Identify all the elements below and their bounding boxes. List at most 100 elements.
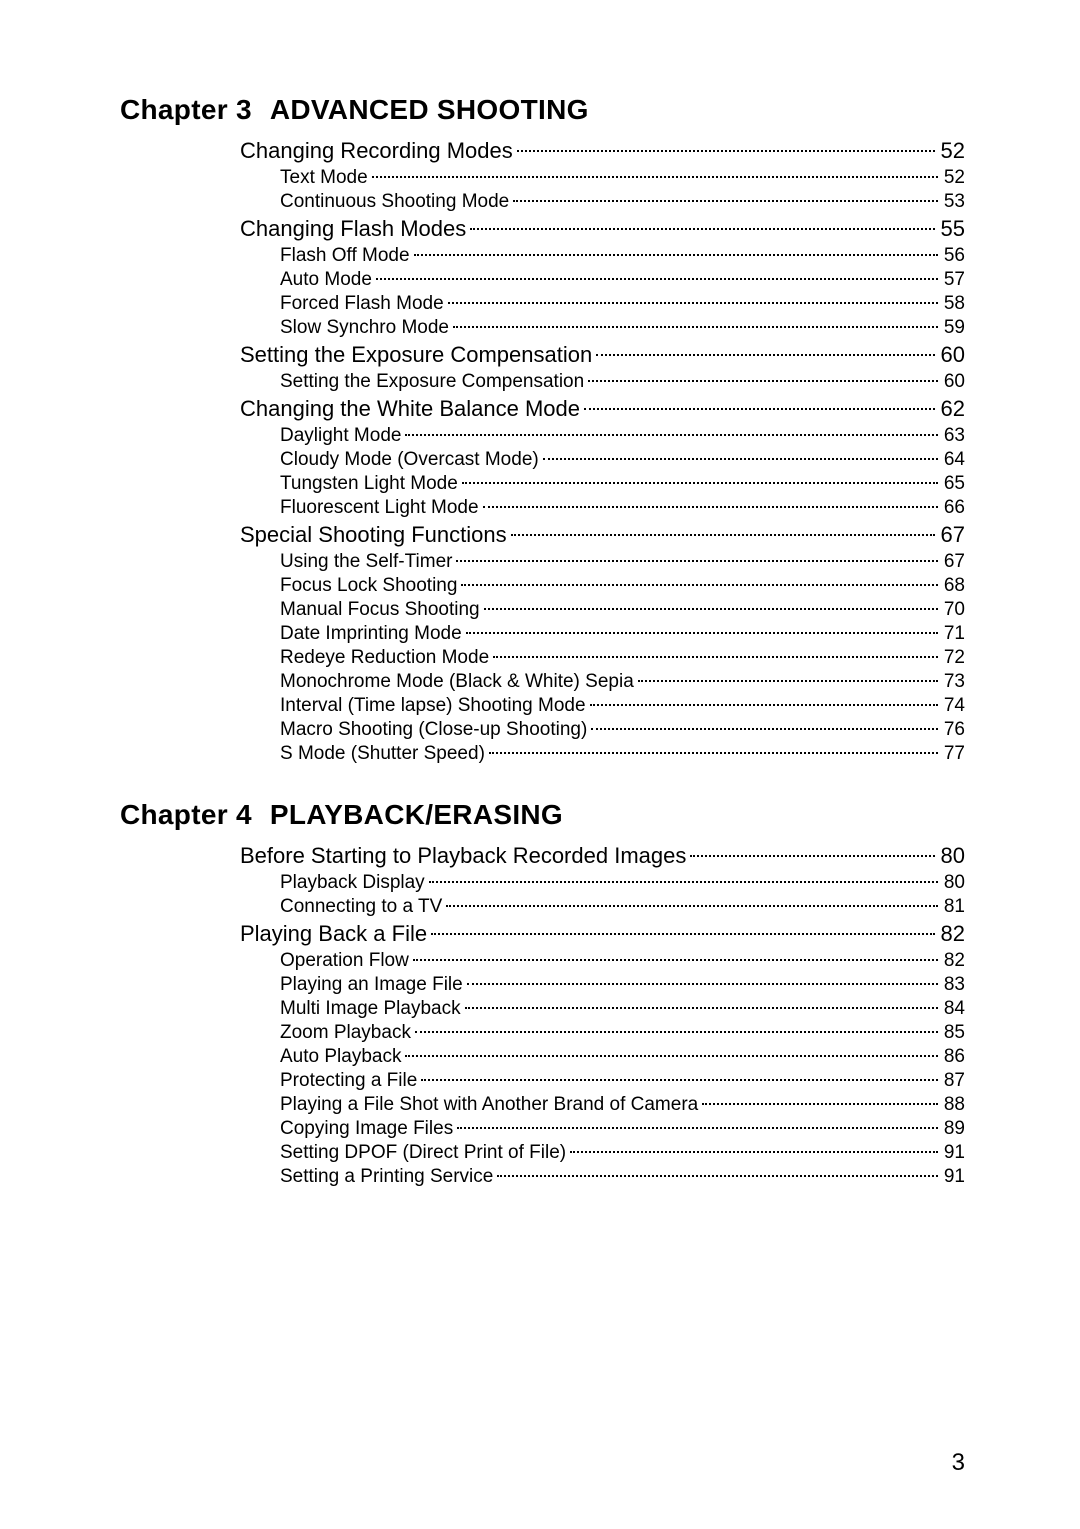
toc-entry-text: Setting DPOF (Direct Print of File) bbox=[280, 1142, 566, 1164]
toc-section: Changing Flash Modes 55 bbox=[240, 216, 965, 242]
toc-leader bbox=[570, 1151, 938, 1153]
toc-leader bbox=[429, 881, 938, 883]
toc-page-number: 84 bbox=[944, 998, 965, 1020]
toc-page-number: 82 bbox=[941, 921, 965, 947]
table-of-contents: Chapter 3 ADVANCED SHOOTING Changing Recor… bbox=[120, 94, 965, 1188]
toc-leader bbox=[584, 408, 935, 410]
toc-subsection: Playing an Image File 83 bbox=[280, 974, 965, 996]
toc-subsection: Tungsten Light Mode65 bbox=[280, 473, 965, 495]
toc-subsection: Fluorescent Light Mode66 bbox=[280, 497, 965, 519]
toc-entry-text: Using the Self-Timer bbox=[280, 551, 452, 573]
toc-section: Special Shooting Functions67 bbox=[240, 522, 965, 548]
toc-leader bbox=[543, 458, 938, 460]
toc-page-number: 64 bbox=[944, 449, 965, 471]
toc-leader bbox=[456, 560, 937, 562]
toc-page-number: 63 bbox=[944, 425, 965, 447]
chapter-title: Chapter 3 ADVANCED SHOOTING bbox=[120, 94, 965, 126]
toc-subsection: Playback Display 80 bbox=[280, 872, 965, 894]
toc-entry-text: Auto Playback bbox=[280, 1046, 401, 1068]
toc-entry-text: Setting a Printing Service bbox=[280, 1166, 493, 1188]
toc-entry-text: S Mode (Shutter Speed) bbox=[280, 743, 485, 765]
toc-subsection: Interval (Time lapse) Shooting Mode74 bbox=[280, 695, 965, 717]
toc-leader bbox=[484, 608, 938, 610]
toc-page-number: 67 bbox=[941, 522, 965, 548]
toc-subsection: Macro Shooting (Close-up Shooting)76 bbox=[280, 719, 965, 741]
toc-page-number: 82 bbox=[944, 950, 965, 972]
toc-page-number: 52 bbox=[941, 138, 965, 164]
toc-leader bbox=[513, 200, 938, 202]
toc-page-number: 72 bbox=[944, 647, 965, 669]
toc-subsection: Setting the Exposure Compensation60 bbox=[280, 371, 965, 393]
toc-page-number: 62 bbox=[941, 396, 965, 422]
toc-entry-text: Forced Flash Mode bbox=[280, 293, 444, 315]
toc-section: Changing Recording Modes 52 bbox=[240, 138, 965, 164]
toc-subsection: Flash Off Mode56 bbox=[280, 245, 965, 267]
toc-subsection: Playing a File Shot with Another Brand o… bbox=[280, 1094, 965, 1116]
toc-page-number: 52 bbox=[944, 167, 965, 189]
toc-page-number: 58 bbox=[944, 293, 965, 315]
chapter-label: Chapter 3 bbox=[120, 94, 252, 125]
toc-subsection: Setting DPOF (Direct Print of File) 91 bbox=[280, 1142, 965, 1164]
toc-leader bbox=[405, 434, 937, 436]
toc-entry-text: Changing Flash Modes bbox=[240, 216, 466, 242]
toc-page-number: 67 bbox=[944, 551, 965, 573]
toc-subsection: Continuous Shooting Mode 53 bbox=[280, 191, 965, 213]
toc-leader bbox=[448, 302, 938, 304]
toc-subsection: Operation Flow82 bbox=[280, 950, 965, 972]
toc-leader bbox=[466, 632, 938, 634]
chapter-name: ADVANCED SHOOTING bbox=[270, 94, 589, 125]
toc-leader bbox=[590, 704, 938, 706]
toc-subsection: Text Mode52 bbox=[280, 167, 965, 189]
toc-subsection: Monochrome Mode (Black & White) Sepia73 bbox=[280, 671, 965, 693]
toc-leader bbox=[489, 752, 938, 754]
toc-page-number: 53 bbox=[944, 191, 965, 213]
toc-entry-text: Interval (Time lapse) Shooting Mode bbox=[280, 695, 586, 717]
toc-entry-text: Focus Lock Shooting bbox=[280, 575, 457, 597]
toc-subsection: Connecting to a TV81 bbox=[280, 896, 965, 918]
toc-subsection: Manual Focus Shooting70 bbox=[280, 599, 965, 621]
toc-section: Changing the White Balance Mode62 bbox=[240, 396, 965, 422]
toc-subsection: Date Imprinting Mode71 bbox=[280, 623, 965, 645]
toc-entry-text: Playing Back a File bbox=[240, 921, 427, 947]
toc-leader bbox=[414, 254, 938, 256]
toc-entry-text: Auto Mode bbox=[280, 269, 372, 291]
toc-page-number: 76 bbox=[944, 719, 965, 741]
toc-entry-text: Changing Recording Modes bbox=[240, 138, 513, 164]
toc-leader bbox=[462, 482, 938, 484]
toc-subsection: Cloudy Mode (Overcast Mode)64 bbox=[280, 449, 965, 471]
toc-entry-text: Before Starting to Playback Recorded Ima… bbox=[240, 843, 686, 869]
toc-leader bbox=[596, 354, 934, 356]
toc-page-number: 59 bbox=[944, 317, 965, 339]
toc-subsection: Slow Synchro Mode59 bbox=[280, 317, 965, 339]
toc-entry-text: Playing an Image File bbox=[280, 974, 463, 996]
toc-leader bbox=[446, 905, 938, 907]
toc-page-number: 83 bbox=[944, 974, 965, 996]
toc-entry-text: Fluorescent Light Mode bbox=[280, 497, 479, 519]
toc-page-number: 55 bbox=[941, 216, 965, 242]
toc-entry-text: Playback Display bbox=[280, 872, 425, 894]
toc-page-number: 91 bbox=[944, 1142, 965, 1164]
toc-page-number: 68 bbox=[944, 575, 965, 597]
toc-subsection: Focus Lock Shooting 68 bbox=[280, 575, 965, 597]
toc-page-number: 77 bbox=[944, 743, 965, 765]
chapter-label: Chapter 4 bbox=[120, 799, 252, 830]
toc-subsection: Using the Self-Timer 67 bbox=[280, 551, 965, 573]
toc-leader bbox=[372, 176, 938, 178]
toc-page-number: 56 bbox=[944, 245, 965, 267]
toc-subsection: Forced Flash Mode 58 bbox=[280, 293, 965, 315]
toc-subsection: S Mode (Shutter Speed) 77 bbox=[280, 743, 965, 765]
toc-leader bbox=[702, 1103, 938, 1105]
toc-leader bbox=[453, 326, 938, 328]
toc-leader bbox=[467, 983, 938, 985]
toc-subsection: Auto Playback86 bbox=[280, 1046, 965, 1068]
toc-subsection: Setting a Printing Service91 bbox=[280, 1166, 965, 1188]
page-number: 3 bbox=[952, 1449, 965, 1477]
toc-section: Playing Back a File 82 bbox=[240, 921, 965, 947]
toc-leader bbox=[591, 728, 938, 730]
toc-page-number: 71 bbox=[944, 623, 965, 645]
toc-page-number: 89 bbox=[944, 1118, 965, 1140]
toc-entry-text: Connecting to a TV bbox=[280, 896, 442, 918]
toc-entry-text: Continuous Shooting Mode bbox=[280, 191, 509, 213]
toc-page-number: 80 bbox=[944, 872, 965, 894]
toc-entry-text: Setting the Exposure Compensation bbox=[280, 371, 584, 393]
